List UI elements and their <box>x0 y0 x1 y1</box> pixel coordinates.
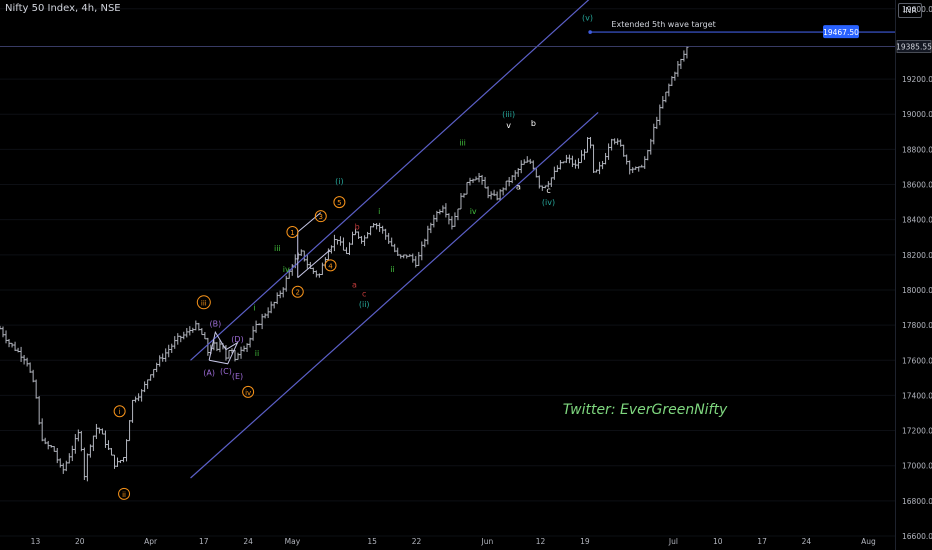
wave-label: iv <box>245 389 251 397</box>
wave-label: (E) <box>232 372 243 381</box>
wave-label-circle <box>333 196 346 209</box>
price-tick-label: 19600.00 <box>902 5 932 14</box>
wedge-lower <box>297 249 331 279</box>
chart-title: Nifty 50 Index, 4h, NSE <box>5 3 121 14</box>
wave-label-circle <box>113 405 126 418</box>
price-tick-label: 18800.00 <box>902 145 932 154</box>
wave-label: iii <box>274 244 281 253</box>
price-tick-label: 17800.00 <box>902 321 932 330</box>
price-axis: 16600.00 16800.00 17000.00 17200.00 17400.00… <box>902 5 932 541</box>
wave-label: 5 <box>337 199 341 207</box>
time-tick-label: Jun <box>481 537 494 546</box>
wave-label-circle <box>291 285 304 298</box>
price-tick-label: 19000.00 <box>902 110 932 119</box>
time-tick-label: 12 <box>536 537 546 546</box>
channel-upper-line <box>190 0 590 361</box>
time-axis: 13 20 Apr 17 24 May 15 22 Jun 12 19 Jul 10 17 24 Aug <box>31 537 876 546</box>
time-tick-label: May <box>285 537 301 546</box>
price-tick-label: 18400.00 <box>902 216 932 225</box>
wave-label: iii <box>459 138 466 147</box>
time-tick-label: 22 <box>412 537 422 546</box>
time-tick-label: 17 <box>199 537 209 546</box>
axis-separator <box>895 0 896 550</box>
wave-label-circle <box>324 259 337 272</box>
wave-label: b <box>355 223 360 232</box>
wave-label: a <box>516 182 521 191</box>
time-tick-label: Apr <box>144 537 158 546</box>
wave-label: 4 <box>328 262 333 270</box>
time-tick-label: 10 <box>713 537 723 546</box>
time-tick-label: 15 <box>367 537 377 546</box>
price-tick-label: 18000.00 <box>902 286 932 295</box>
wave-label: (C) <box>220 367 232 376</box>
wave-label: b <box>531 119 536 128</box>
price-badges: 19467.50 19385.55 <box>823 25 932 53</box>
current-price-badge-label: 19385.55 <box>896 42 932 51</box>
time-tick-label: 24 <box>802 537 812 546</box>
candles <box>0 46 689 482</box>
channel <box>190 0 599 479</box>
wave-label-circle <box>286 225 299 238</box>
watermark: Twitter: EverGreenNifty <box>563 402 728 418</box>
time-tick-label: Jul <box>668 537 678 546</box>
time-tick-label: 17 <box>757 537 767 546</box>
wave-label-circle <box>118 487 131 500</box>
price-tick-label: 17400.00 <box>902 391 932 400</box>
time-tick-label: 19 <box>580 537 590 546</box>
currency-selector[interactable]: INR <box>898 3 922 18</box>
channel-lower-line <box>190 112 599 479</box>
current-price-badge <box>896 40 932 53</box>
wave-label: (ii) <box>359 300 370 309</box>
wave-label: ii <box>122 491 126 499</box>
wave-labels: iiiiiiivv(B)(A)(C)(D)(E)iiiiiiiv12345(i)… <box>113 14 593 500</box>
price-tick-label: 16800.00 <box>902 497 932 506</box>
wave-label: iv <box>470 207 477 216</box>
wave-label: v <box>506 121 511 130</box>
wave-label: (v) <box>582 14 593 23</box>
wave-label: (B) <box>209 319 221 328</box>
wave-label: (D) <box>231 335 243 344</box>
wave-label: (iv) <box>542 198 555 207</box>
wave-label: c <box>362 289 366 298</box>
price-tick-label: 17200.00 <box>902 427 932 436</box>
price-tick-label: 18600.00 <box>902 181 932 190</box>
wave-label: 3 <box>319 213 323 221</box>
wave-label: (i) <box>335 177 343 186</box>
target-label: Extended 5th wave target <box>611 20 715 29</box>
wave-label: ii <box>390 265 394 274</box>
time-tick-label: 13 <box>31 537 41 546</box>
target-anchor <box>588 30 592 34</box>
wedge-upper <box>297 212 322 233</box>
target-price-badge <box>823 25 859 39</box>
wave-label: (A) <box>203 369 215 378</box>
wave-label: iii <box>201 299 207 307</box>
price-tick-label: 19200.00 <box>902 75 932 84</box>
wave-label: i <box>119 408 121 416</box>
wave-label: iv <box>283 265 290 274</box>
wave-label: 2 <box>296 289 300 297</box>
wave-label: a <box>352 281 357 290</box>
wave-label-circle <box>314 210 327 223</box>
grid <box>0 8 895 537</box>
price-tick-label: 17000.00 <box>902 462 932 471</box>
wave-label: c <box>546 186 550 195</box>
wave-label: ii <box>255 349 259 358</box>
wave-label: 1 <box>290 229 294 237</box>
target-price-badge-label: 19467.50 <box>823 28 859 37</box>
price-tick-label: 16600.00 <box>902 532 932 541</box>
triangle-pattern <box>208 330 239 365</box>
time-tick-label: Aug <box>861 537 876 546</box>
price-tick-label: 18200.00 <box>902 251 932 260</box>
pattern-shapes: Extended 5th wave target <box>0 20 895 365</box>
time-tick-label: 24 <box>243 537 253 546</box>
price-tick-label: 17600.00 <box>902 356 932 365</box>
wave-label: i <box>378 207 380 216</box>
wave-label: (iii) <box>502 110 515 119</box>
wave-label-circle <box>196 295 211 310</box>
wave-label-circle <box>242 385 255 398</box>
wave-label: i <box>253 304 255 313</box>
time-tick-label: 20 <box>75 537 85 546</box>
